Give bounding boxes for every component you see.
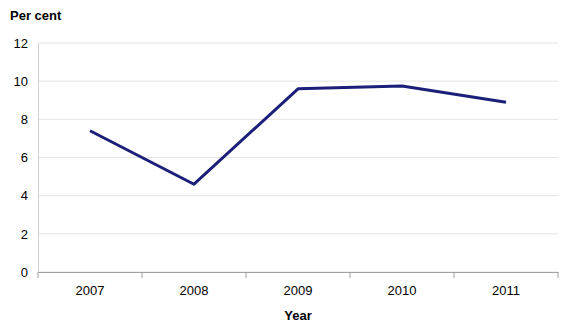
x-axis-title: Year: [284, 308, 311, 323]
grid-line: [38, 233, 558, 234]
x-axis-line: [39, 272, 559, 273]
x-boundary-tick: [142, 272, 143, 278]
x-tick: 2007: [76, 272, 105, 298]
plot-area: [90, 86, 506, 184]
y-tick: 6: [21, 150, 38, 165]
x-tick: 2009: [284, 272, 313, 298]
x-boundary-tick: [454, 272, 455, 278]
y-tick: 10: [14, 74, 38, 89]
grid: [38, 43, 558, 272]
y-axis: 0 2 4 6 8 10 12: [14, 36, 39, 280]
x-boundary-tick: [558, 272, 559, 278]
grid-line: [38, 81, 558, 82]
x-tick-label: 2009: [284, 283, 313, 298]
x-axis: 2007 2008 2009 2010 2011: [38, 272, 559, 298]
grid-line: [38, 43, 558, 44]
y-tick-label: 6: [21, 150, 28, 165]
y-tick: 8: [21, 112, 38, 127]
x-tick-label: 2008: [180, 283, 209, 298]
grid-line: [38, 157, 558, 158]
data-line: [90, 86, 506, 184]
x-tick-label: 2011: [492, 283, 520, 298]
x-boundary-tick: [246, 272, 247, 278]
y-tick: 12: [14, 36, 38, 51]
x-tick-label: 2010: [388, 283, 417, 298]
y-tick-label: 4: [21, 188, 28, 203]
grid-line: [38, 119, 558, 120]
x-tick: 2011: [492, 272, 520, 298]
y-tick: 0: [21, 265, 38, 280]
y-tick-label: 2: [21, 226, 28, 241]
x-boundary-tick: [38, 272, 39, 278]
y-tick-label: 10: [14, 74, 28, 89]
x-boundary-tick: [350, 272, 351, 278]
y-tick-label: 8: [21, 112, 28, 127]
x-tick: 2008: [180, 272, 209, 298]
x-tick: 2010: [388, 272, 417, 298]
y-tick-label: 12: [14, 36, 28, 51]
y-axis-line: [38, 44, 39, 273]
x-boundary-ticks: [38, 272, 558, 278]
y-axis-title: Per cent: [10, 8, 62, 23]
grid-line: [38, 272, 558, 273]
y-tick: 4: [21, 188, 38, 203]
y-tick-label: 0: [21, 265, 28, 280]
grid-line: [38, 195, 558, 196]
y-tick: 2: [21, 226, 38, 241]
x-tick-label: 2007: [76, 283, 105, 298]
chart: 0 2 4 6 8 10 12 2007 2008 2009 2010 2011 Per cent Yea…: [0, 0, 566, 326]
